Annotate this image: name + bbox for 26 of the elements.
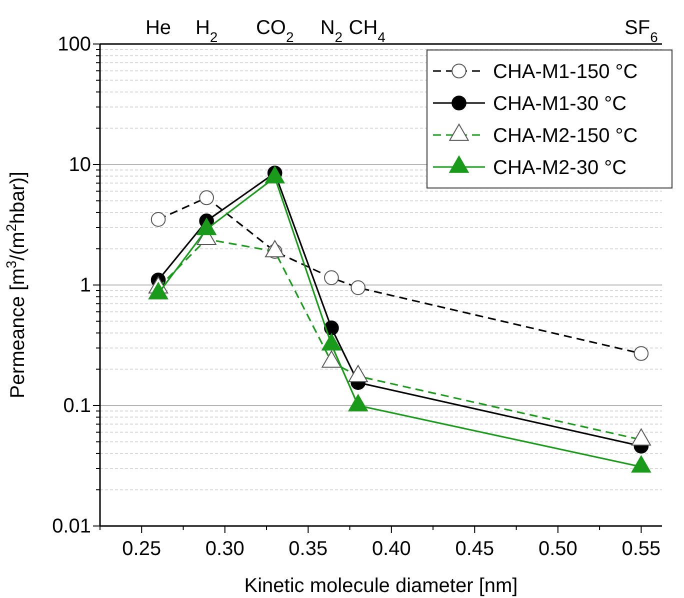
point <box>631 456 651 473</box>
x-tick-label: 0.35 <box>288 538 328 560</box>
annotation: N$_{2}$ <box>320 17 343 45</box>
annotation: CO$_{2}$ <box>256 17 294 45</box>
y-tick-label: 0.01 <box>52 515 91 538</box>
x-tick-label: 0.30 <box>205 538 244 560</box>
annotation: SF$_{6}$ <box>624 17 658 45</box>
legend-label: CHA-M1-150 °C <box>493 61 638 83</box>
x-tick-label: 0.45 <box>455 538 494 560</box>
x-tick-label: 0.25 <box>122 538 162 560</box>
annotation: H$_{2}$ <box>195 17 218 45</box>
y-tick-label: 10 <box>68 154 91 176</box>
point <box>348 394 368 412</box>
annotation: CH$_{4}$ <box>348 17 386 45</box>
text: He <box>145 17 172 39</box>
x-axis-title: Kinetic molecule diameter [nm] <box>244 575 518 597</box>
y-tick-label: 100 <box>58 33 91 56</box>
x-tick-label: 0.55 <box>622 538 661 560</box>
legend-label: CHA-M2-30 °C <box>493 157 627 179</box>
y-tick-label: 1 <box>80 274 91 296</box>
x-tick-label: 0.50 <box>538 538 578 560</box>
point <box>322 333 342 350</box>
legend-label: CHA-M2-150 °C <box>493 125 638 147</box>
y-tick-label: 0.1 <box>63 394 91 417</box>
x-tick-label: 0.40 <box>372 538 411 560</box>
legend-label: CHA-M1-30 °C <box>493 93 627 115</box>
